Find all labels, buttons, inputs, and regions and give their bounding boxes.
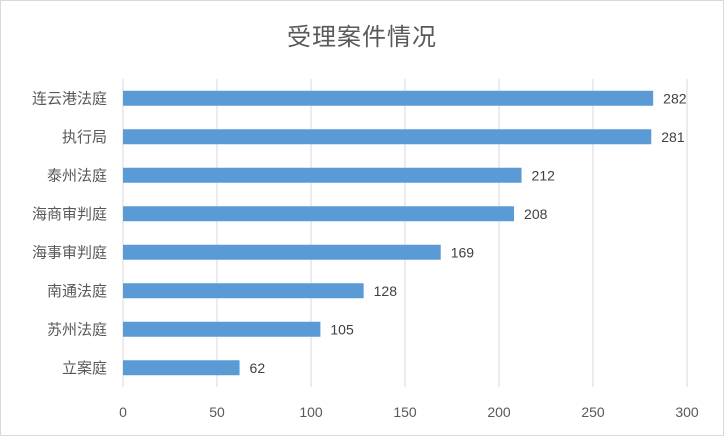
bar <box>123 321 321 337</box>
gridlines <box>122 79 688 387</box>
data-label: 212 <box>532 167 556 183</box>
chart-title: 受理案件情况 <box>287 23 437 51</box>
bar <box>123 167 522 183</box>
labels: 0 50 100 150 200 250 300 连云港法庭 282 执行局 281 泰州法庭 212 海… <box>32 89 699 420</box>
x-tick-label: 150 <box>393 404 417 420</box>
category-label: 执行局 <box>62 128 107 146</box>
data-label: 169 <box>451 244 475 260</box>
bars <box>123 90 654 376</box>
data-label: 282 <box>663 90 687 106</box>
data-label: 281 <box>661 129 685 145</box>
category-label: 苏州法庭 <box>47 320 107 338</box>
data-label: 208 <box>524 206 548 222</box>
x-tick-label: 50 <box>209 404 225 420</box>
data-label: 105 <box>330 321 354 337</box>
bar <box>123 129 652 145</box>
category-label: 南通法庭 <box>47 282 107 300</box>
x-tick-label: 300 <box>675 404 699 420</box>
data-label: 128 <box>374 283 398 299</box>
category-label: 立案庭 <box>62 359 107 377</box>
x-tick-label: 0 <box>119 404 127 420</box>
bar <box>123 244 441 260</box>
bar <box>123 90 654 106</box>
category-label: 连云港法庭 <box>32 89 107 107</box>
bar <box>123 283 364 299</box>
bar <box>123 206 515 222</box>
x-tick-label: 200 <box>487 404 511 420</box>
category-label: 海商审判庭 <box>32 205 107 223</box>
x-tick-label: 250 <box>581 404 605 420</box>
category-label: 泰州法庭 <box>47 166 107 184</box>
data-label: 62 <box>250 360 266 376</box>
category-label: 海事审判庭 <box>32 243 107 261</box>
x-tick-label: 100 <box>299 404 323 420</box>
bar <box>123 360 240 376</box>
